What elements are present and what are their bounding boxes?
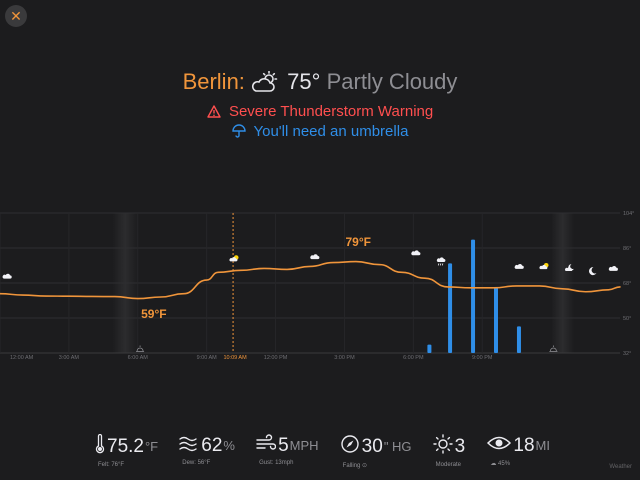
headline: Berlin: 75° Partly Cloudy: [0, 68, 640, 100]
stat-value: 75.2: [107, 435, 144, 457]
eye-icon: [487, 434, 513, 457]
min-temperature-label: 59°F: [141, 307, 166, 321]
stat-humidity: 62% Dew: 56°F: [179, 434, 235, 469]
city-name: Berlin:: [182, 69, 245, 94]
sunrise-icon: [136, 345, 145, 352]
compass-icon: [340, 434, 362, 459]
y-tick-label: 104°: [623, 211, 634, 217]
hourly-temperature-chart[interactable]: 104° 86° 68° 50° 32° 12:00 AM 3:00 AM 6:00 AM 9:…: [0, 200, 640, 365]
current-condition: Partly Cloudy: [326, 69, 458, 94]
current-temperature: 75°: [287, 69, 321, 94]
stats-bar: 75.2 °F Felt: 76°F 62% Dew: 56°F 5 MPH Gus…: [95, 433, 550, 469]
stat-value: 62: [201, 434, 223, 456]
dew-icon: [179, 434, 201, 457]
umbrella-advice: You'll need an umbrella: [0, 123, 640, 140]
stat-visibility: 18 MI ☁ 45%: [487, 434, 550, 469]
stat-unit: °F: [144, 439, 159, 454]
x-tick-label: 6:00 AM: [128, 355, 149, 361]
cloud-icon: [2, 273, 12, 279]
max-temperature-label: 79°F: [345, 235, 370, 249]
precipitation-bar: [471, 239, 476, 353]
umbrella-icon: [231, 123, 254, 140]
temperature-line: [0, 260, 621, 300]
close-icon: ✕: [10, 7, 22, 24]
x-tick-label: 12:00 AM: [10, 355, 34, 361]
x-tick-label: 3:00 PM: [334, 355, 355, 361]
cloud-icon: [411, 250, 421, 256]
y-tick-label: 86°: [623, 246, 631, 252]
cloud-icon: [514, 264, 524, 269]
cloud-sun-icon: [251, 70, 281, 100]
cloud-rain-icon: [436, 257, 446, 266]
stat-value: 5: [278, 434, 289, 456]
precipitation-bar: [516, 326, 521, 353]
stat-unit: " HG: [383, 439, 412, 454]
stat-unit: MPH: [289, 438, 319, 453]
precipitation-bar: [448, 263, 453, 353]
thunderstorm-warning[interactable]: Severe Thunderstorm Warning: [0, 103, 640, 120]
x-tick-label: 9:00 PM: [472, 355, 493, 361]
stat-unit: MI: [535, 438, 550, 453]
cloud-icon: [608, 265, 618, 271]
x-tick-label: 12:00 PM: [264, 355, 288, 361]
precipitation-bar: [427, 344, 432, 353]
stat-subtext: Dew: 56°F: [182, 460, 211, 466]
precipitation-bar: [494, 287, 498, 353]
stat-wind: 5 MPH Gust: 13mph: [256, 434, 319, 469]
cloud-sun-icon: [229, 255, 239, 262]
close-button[interactable]: ✕: [5, 5, 27, 27]
sun-icon: [432, 434, 455, 459]
moon-icon: [588, 267, 597, 276]
sunset-icon: [549, 345, 558, 352]
stat-value: 3: [454, 435, 466, 457]
y-tick-label: 50°: [623, 316, 631, 322]
stat-pressure: 30 " HG Falling ⊙: [340, 434, 412, 469]
x-tick-label: 6:00 PM: [403, 355, 424, 361]
weather-header: Berlin: 75° Partly Cloudy Severe Thunder…: [0, 68, 640, 140]
stat-value: 30: [361, 435, 383, 457]
umbrella-text: You'll need an umbrella: [253, 123, 409, 140]
cloud-icon: [310, 254, 320, 260]
x-tick-label: 3:00 AM: [59, 355, 80, 361]
stat-unit: %: [223, 438, 235, 453]
y-tick-label: 32°: [623, 351, 631, 357]
warning-triangle-icon: [207, 103, 229, 120]
stat-subtext: Felt: 76°F: [98, 462, 125, 468]
cloud-sun-icon: [539, 262, 549, 270]
warning-text: Severe Thunderstorm Warning: [228, 103, 434, 120]
wind-icon: [256, 434, 278, 457]
stat-temperature: 75.2 °F Felt: 76°F: [95, 433, 159, 469]
cloud-moon-icon: [565, 264, 574, 272]
stat-subtext: Gust: 13mph: [259, 460, 294, 466]
stat-subtext: Moderate: [435, 462, 462, 468]
x-tick-label: 10:09 AM: [223, 355, 247, 361]
y-tick-label: 68°: [623, 281, 631, 287]
stat-subtext: ☁ 45%: [490, 461, 511, 467]
stat-value: 18: [513, 434, 535, 456]
x-tick-label: 9:00 AM: [197, 355, 218, 361]
thermometer-icon: [95, 433, 107, 459]
weather-attribution: Weather: [609, 464, 632, 470]
stat-subtext: Falling ⊙: [342, 463, 368, 469]
stat-uv-index: 3 Moderate: [432, 434, 467, 469]
